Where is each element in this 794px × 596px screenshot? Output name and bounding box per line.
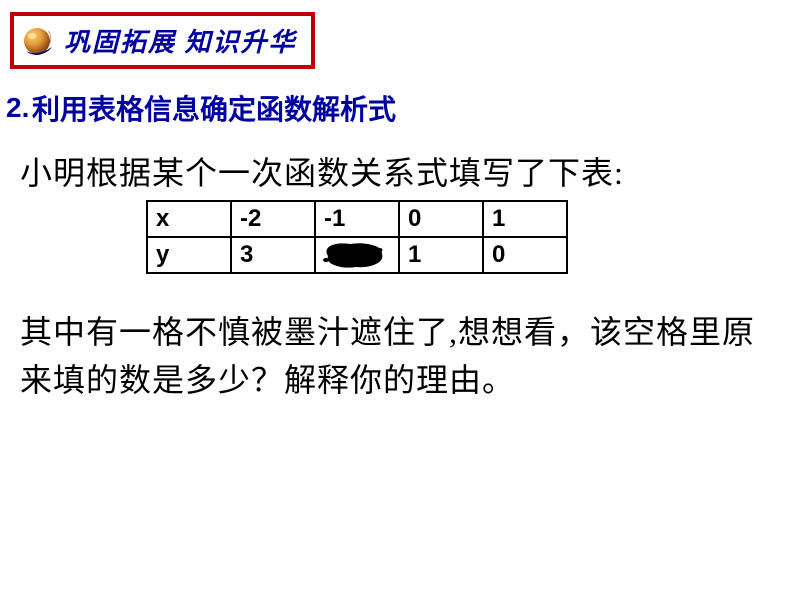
data-table: x -2 -1 0 1 y 3 1 0	[146, 200, 568, 274]
globe-icon	[20, 23, 56, 59]
table-cell: 1	[483, 201, 567, 237]
table-cell: -1	[315, 201, 399, 237]
table-cell: -2	[231, 201, 315, 237]
table-cell: 0	[399, 201, 483, 237]
table-cell: y	[147, 237, 231, 273]
table-row: y 3 1 0	[147, 237, 567, 273]
section-number: 2.	[6, 92, 29, 124]
header-title: 巩固拓展 知识升华	[64, 22, 297, 59]
table-cell: 3	[231, 237, 315, 273]
table-cell-ink	[315, 237, 399, 273]
table-cell: 0	[483, 237, 567, 273]
intro-text: 小明根据某个一次函数关系式填写了下表:	[20, 148, 624, 194]
body-text: 其中有一格不慎被墨汁遮住了,想想看，该空格里原来填的数是多少？解释你的理由。	[20, 308, 774, 404]
header-box: 巩固拓展 知识升华	[10, 12, 315, 69]
ink-blot-icon	[320, 240, 388, 270]
table-cell: x	[147, 201, 231, 237]
table-row: x -2 -1 0 1	[147, 201, 567, 237]
section-title: 利用表格信息确定函数解析式	[32, 88, 396, 128]
table-cell: 1	[399, 237, 483, 273]
